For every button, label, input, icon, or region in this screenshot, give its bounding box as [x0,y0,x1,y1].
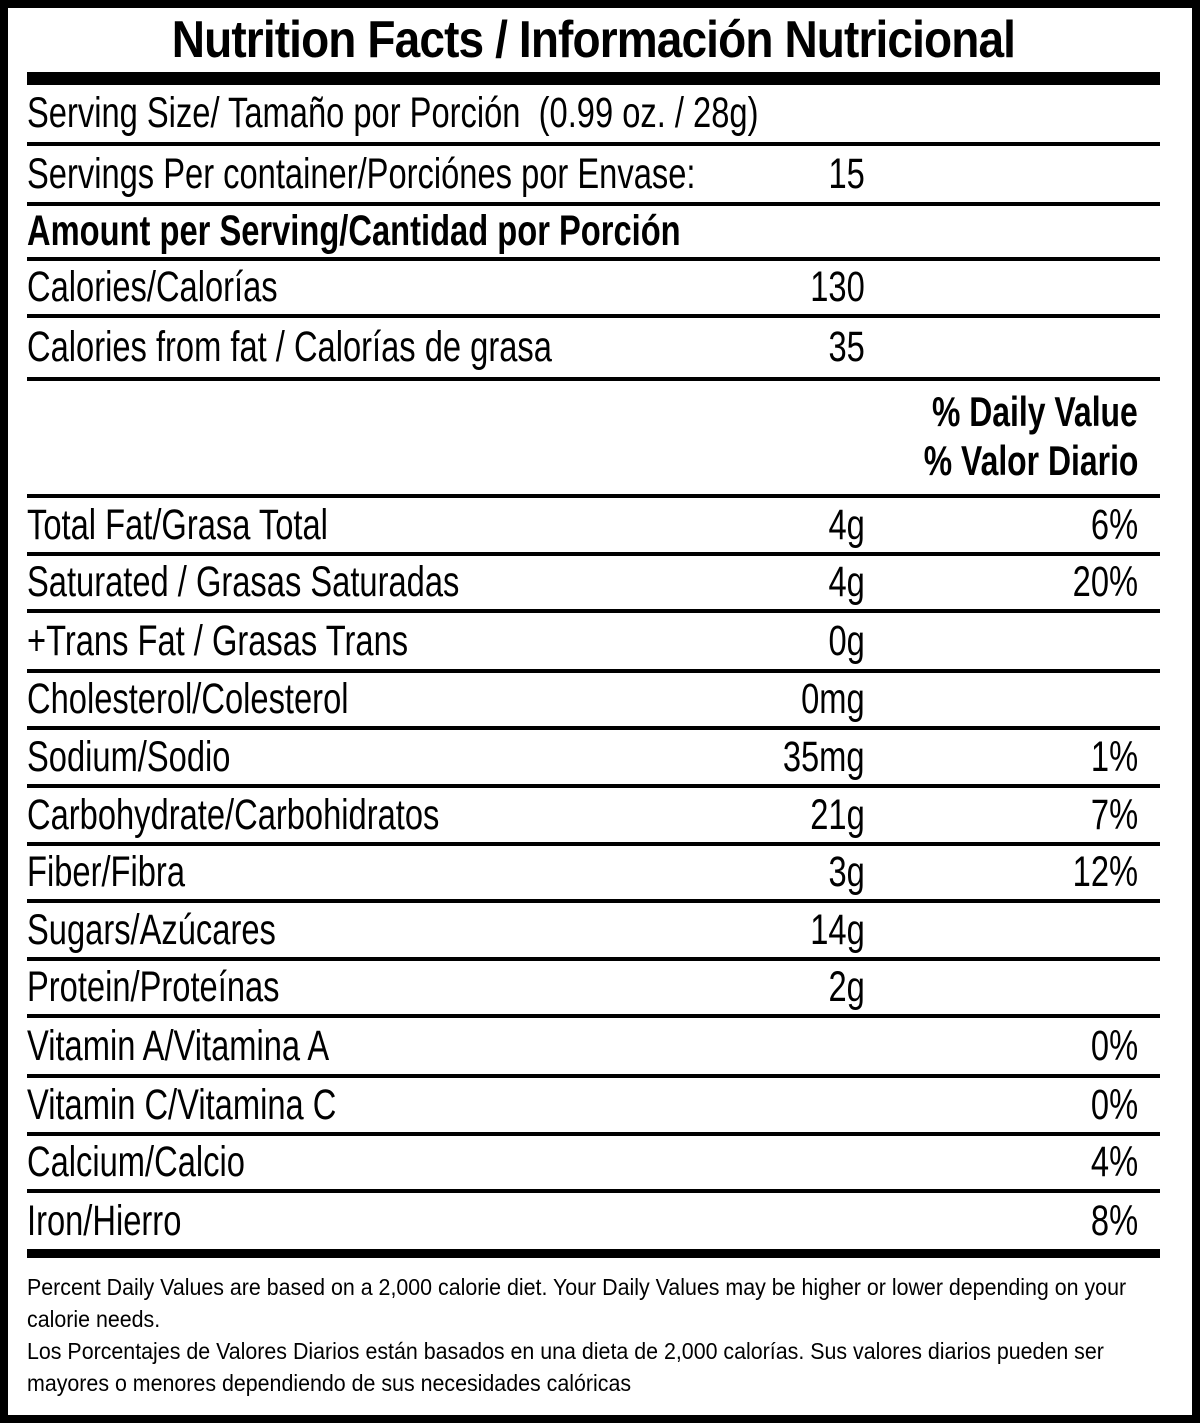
nutrient-label: Total Fat/Grasa Total [27,500,328,549]
calories-from-fat-row: Calories from fat / Calorías de grasa 35 [27,318,1160,381]
nutrient-label: +Trans Fat / Grasas Trans [27,616,409,665]
nutrient-daily-value: 7% [1090,790,1138,839]
daily-value-header-en: % Daily Value [932,387,1138,435]
nutrient-amount: 0mg [801,675,865,723]
nutrient-amount: 14g [810,905,865,954]
calories-row: Calories/Calorías 130 [27,261,1160,318]
nutrient-daily-value: 6% [1090,500,1138,549]
daily-value-header-en-line: % Daily Value [27,388,1138,436]
calories-label-cell: Calories/Calorías [27,263,725,312]
nutrient-amount: 21g [810,790,865,839]
nutrient-label: Fiber/Fibra [27,848,185,896]
label-title: Nutrition Facts / Información Nutriciona… [171,11,1016,69]
calories-from-fat-label-cell: Calories from fat / Calorías de grasa [27,323,725,372]
footnote-line: calorie needs. [27,1306,161,1332]
amount-per-serving-row: Amount per Serving/Cantidad por Porción [27,206,1160,261]
calories-label: Calories/Calorías [27,263,278,311]
nutrient-daily-value: 8% [1090,1196,1138,1245]
nutrient-amount: 2g [828,963,865,1011]
nutrient-label: Cholesterol/Colesterol [27,675,349,723]
amount-per-serving-heading: Amount per Serving/Cantidad por Porción [27,207,681,255]
nutrient-row-vitamin-a: Vitamin A/Vitamina A 0% [27,1018,1160,1078]
title-divider-bar [27,72,1160,85]
nutrient-amount: 0g [828,616,865,665]
nutrient-row-sodium: Sodium/Sodio 35mg 1% [27,730,1160,788]
calories-from-fat-label: Calories from fat / Calorías de grasa [27,323,552,371]
amount-per-serving-cell: Amount per Serving/Cantidad por Porción [27,207,1160,256]
nutrient-daily-value: 4% [1090,1138,1138,1186]
serving-size-row: Serving Size/ Tamaño por Porción (0.99 o… [27,85,1160,146]
nutrient-daily-value: 20% [1072,558,1138,606]
servings-value-cell: 15 [725,150,865,199]
nutrient-label: Vitamin A/Vitamina A [27,1021,330,1070]
nutrient-label: Calcium/Calcio [27,1138,245,1186]
nutrient-amount: 4g [828,500,865,549]
daily-value-header: % Daily Value % Valor Diario [27,381,1160,498]
nutrient-label: Sugars/Azúcares [27,905,276,954]
servings-label-cell: Servings Per container/Porciónes por Env… [27,150,725,199]
label-content: Nutrition Facts / Información Nutriciona… [27,8,1160,1415]
nutrient-daily-value: 0% [1090,1080,1138,1129]
nutrient-row-total-fat: Total Fat/Grasa Total 4g 6% [27,498,1160,556]
serving-size-label: Serving Size/ Tamaño por Porción (0.99 o… [27,89,759,137]
nutrient-row-cholesterol: Cholesterol/Colesterol 0mg [27,673,1160,730]
serving-size-label-cell: Serving Size/ Tamaño por Porción (0.99 o… [27,89,1160,138]
label-title-row: Nutrition Facts / Información Nutriciona… [27,8,1160,72]
nutrient-label: Saturated / Grasas Saturadas [27,558,460,606]
calories-from-fat-value: 35 [828,323,865,371]
nutrient-row-iron: Iron/Hierro 8% [27,1193,1160,1249]
nutrient-row-protein: Protein/Proteínas 2g [27,961,1160,1018]
nutrient-label: Iron/Hierro [27,1196,182,1245]
calories-from-fat-value-cell: 35 [725,323,865,372]
nutrient-row-fiber: Fiber/Fibra 3g 12% [27,846,1160,903]
footnote: Percent Daily Values are based on a 2,00… [27,1258,1160,1415]
nutrient-row-calcium: Calcium/Calcio 4% [27,1136,1160,1193]
nutrient-row-sugars: Sugars/Azúcares 14g [27,903,1160,961]
nutrient-amount: 4g [828,558,865,606]
footnote-line: Percent Daily Values are based on a 2,00… [27,1274,1127,1300]
daily-value-header-es-line: % Valor Diario [27,437,1138,485]
calories-value-cell: 130 [725,263,865,312]
nutrient-row-saturated-fat: Saturated / Grasas Saturadas 4g 20% [27,556,1160,613]
daily-value-header-es: % Valor Diario [923,437,1138,485]
servings-per-container-value: 15 [828,149,865,198]
nutrient-daily-value: 0% [1090,1021,1138,1070]
nutrient-row-carbohydrate: Carbohydrate/Carbohidratos 21g 7% [27,788,1160,846]
footnote-divider-bar [27,1249,1160,1258]
nutrient-daily-value: 1% [1090,732,1138,781]
nutrient-label: Protein/Proteínas [27,963,280,1011]
nutrient-row-trans-fat: +Trans Fat / Grasas Trans 0g [27,613,1160,673]
footnote-line: mayores o menores dependiendo de sus nec… [27,1370,632,1396]
nutrient-amount: 3g [828,848,865,896]
nutrient-label: Vitamin C/Vitamina C [27,1080,337,1129]
servings-per-container-label: Servings Per container/Porciónes por Env… [27,149,696,198]
calories-value: 130 [810,263,865,311]
servings-per-container-row: Servings Per container/Porciónes por Env… [27,146,1160,206]
nutrient-amount: 35mg [783,732,865,781]
footnote-line: Los Porcentajes de Valores Diarios están… [27,1338,1104,1364]
nutrient-daily-value: 12% [1072,848,1138,896]
nutrient-label: Sodium/Sodio [27,732,231,781]
nutrient-row-vitamin-c: Vitamin C/Vitamina C 0% [27,1078,1160,1136]
nutrient-label: Carbohydrate/Carbohidratos [27,790,440,839]
